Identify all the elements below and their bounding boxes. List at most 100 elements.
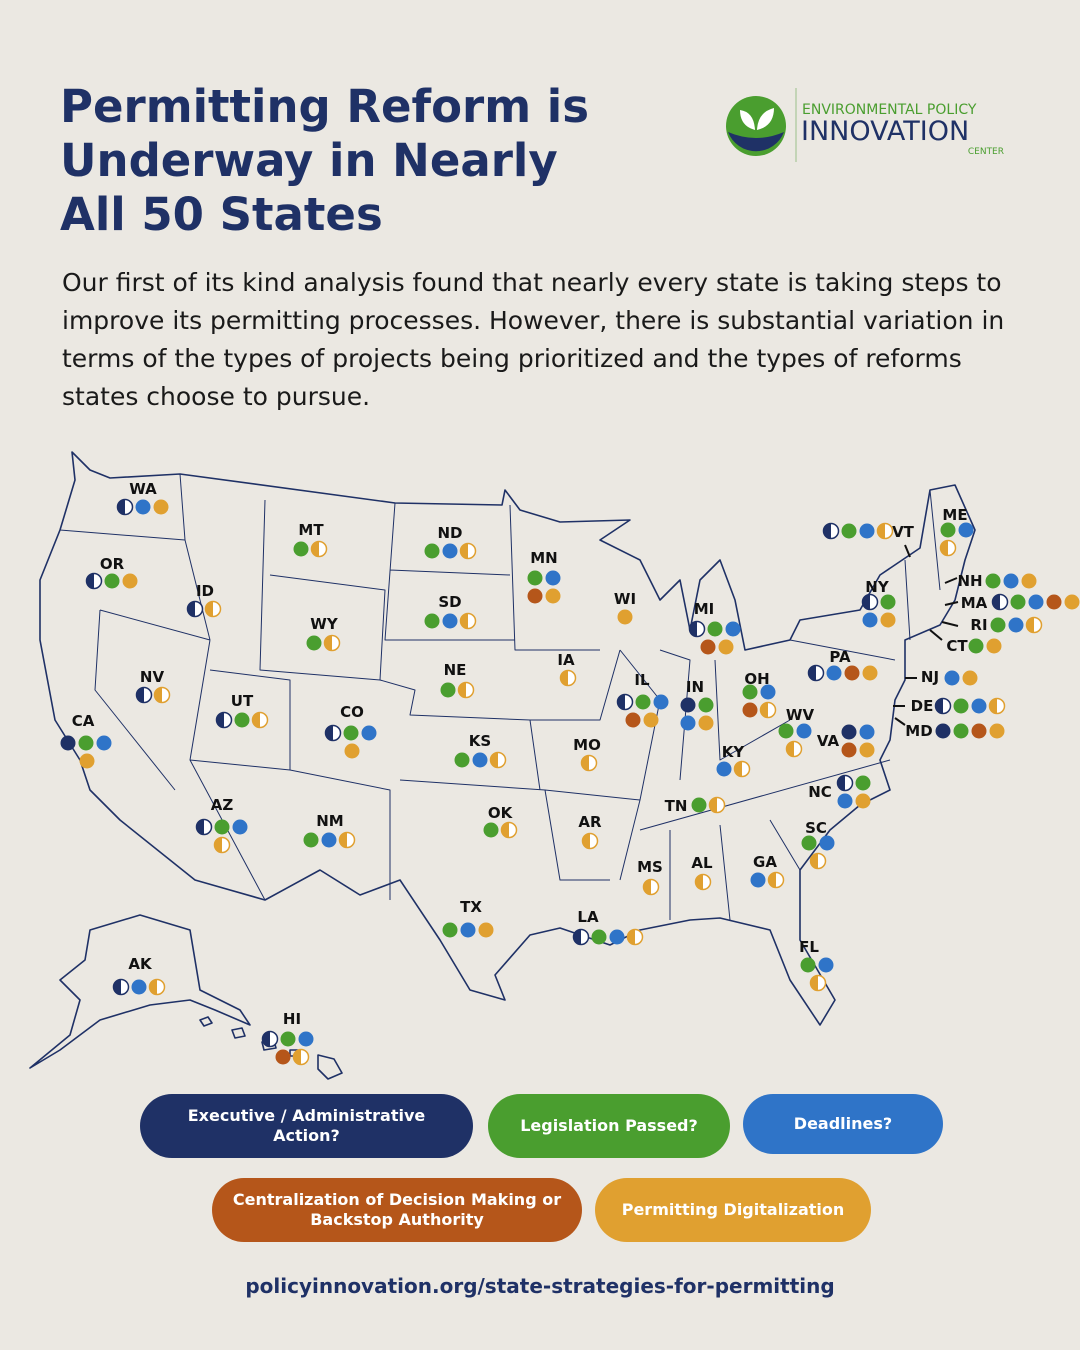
status-dot: [841, 523, 857, 539]
state-label: CA: [72, 712, 95, 730]
status-dot: [195, 818, 213, 836]
status-dot: [855, 793, 871, 809]
status-dot: [760, 684, 776, 700]
dot-fill: [750, 872, 766, 888]
dot-fill: [442, 922, 458, 938]
status-dot: [841, 724, 857, 740]
dot-part: [643, 879, 651, 895]
dot-fill: [986, 638, 1002, 654]
dot-fill: [131, 979, 147, 995]
state-label: TX: [460, 898, 482, 916]
status-dot: [862, 665, 878, 681]
dot-part: [196, 819, 204, 835]
dot-fill: [527, 570, 543, 586]
dot-part: [1026, 617, 1034, 633]
status-dot: [796, 723, 812, 739]
dot-part: [810, 975, 818, 991]
status-dot: [625, 712, 641, 728]
leader-lines: [893, 544, 959, 726]
dot-fill: [96, 735, 112, 751]
state-label: NY: [865, 578, 890, 596]
status-dot: [545, 570, 561, 586]
status-dot: [708, 796, 726, 814]
status-dot: [1064, 594, 1080, 610]
status-dot: [626, 928, 644, 946]
map: WA OR CA ID NV MT WY UT CO AZ NM ND SD NE KS OK TX MN IA MO…: [29, 451, 1080, 1080]
status-dot: [985, 573, 1001, 589]
status-dot: [440, 682, 456, 698]
status-dot: [698, 715, 714, 731]
dot-fill: [214, 819, 230, 835]
status-dot: [700, 639, 716, 655]
url: policyinnovation.org/state-strategies-fo…: [245, 1274, 835, 1298]
state-label: AK: [128, 955, 153, 973]
logo: ENVIRONMENTAL POLICY INNOVATION CENTER: [726, 88, 1004, 162]
dot-part: [560, 670, 568, 686]
dot-fill: [1021, 573, 1037, 589]
dot-part: [86, 573, 94, 589]
status-dot: [653, 694, 669, 710]
dot-fill: [635, 694, 651, 710]
status-dot: [478, 922, 494, 938]
status-dot: [261, 1030, 279, 1048]
dot-fill: [609, 929, 625, 945]
status-dot: [324, 724, 342, 742]
dot-fill: [343, 725, 359, 741]
status-dot: [859, 724, 875, 740]
dot-part: [490, 752, 498, 768]
dot-part: [768, 872, 776, 888]
dot-part: [293, 1049, 301, 1065]
title-line: Permitting Reform is: [60, 80, 589, 133]
state-label: NV: [140, 668, 165, 686]
state-label: VA: [817, 732, 840, 750]
dot-fill: [855, 775, 871, 791]
status-dot: [725, 621, 741, 637]
status-dot: [609, 929, 625, 945]
dot-fill: [742, 684, 758, 700]
dot-part: [252, 712, 260, 728]
dot-fill: [841, 523, 857, 539]
state-label: WV: [786, 706, 815, 724]
state-label: IN: [686, 678, 704, 696]
status-dot: [988, 697, 1006, 715]
status-dot: [306, 635, 322, 651]
state-label: DE: [911, 697, 934, 715]
legend-item: Deadlines?: [743, 1094, 943, 1154]
dot-part: [709, 797, 717, 813]
dot-fill: [442, 613, 458, 629]
status-dot: [204, 600, 222, 618]
state-label: AR: [578, 813, 602, 831]
dot-fill: [293, 541, 309, 557]
dot-part: [935, 698, 943, 714]
dot-part: [324, 635, 332, 651]
status-dot: [321, 832, 337, 848]
state-label: GA: [753, 853, 777, 871]
dot-fill: [841, 742, 857, 758]
dot-fill: [837, 793, 853, 809]
status-dot: [60, 735, 76, 751]
status-dot: [944, 670, 960, 686]
status-dot: [778, 723, 794, 739]
dot-part: [573, 929, 581, 945]
status-dot: [880, 612, 896, 628]
status-dot: [1008, 617, 1024, 633]
status-dot: [822, 522, 840, 540]
dot-fill: [617, 609, 633, 625]
state-label: OR: [100, 555, 125, 573]
status-dot: [986, 638, 1002, 654]
status-dot: [742, 684, 758, 700]
dot-part: [325, 725, 333, 741]
status-dot: [572, 928, 590, 946]
status-dot: [716, 761, 732, 777]
dot-fill: [859, 523, 875, 539]
status-dot: [1010, 594, 1026, 610]
status-dot: [581, 832, 599, 850]
state-label: UT: [231, 692, 254, 710]
dot-part: [940, 540, 948, 556]
status-dot: [214, 819, 230, 835]
dot-fill: [880, 594, 896, 610]
dot-fill: [958, 522, 974, 538]
state-label: MA: [961, 594, 988, 612]
dot-fill: [725, 621, 741, 637]
